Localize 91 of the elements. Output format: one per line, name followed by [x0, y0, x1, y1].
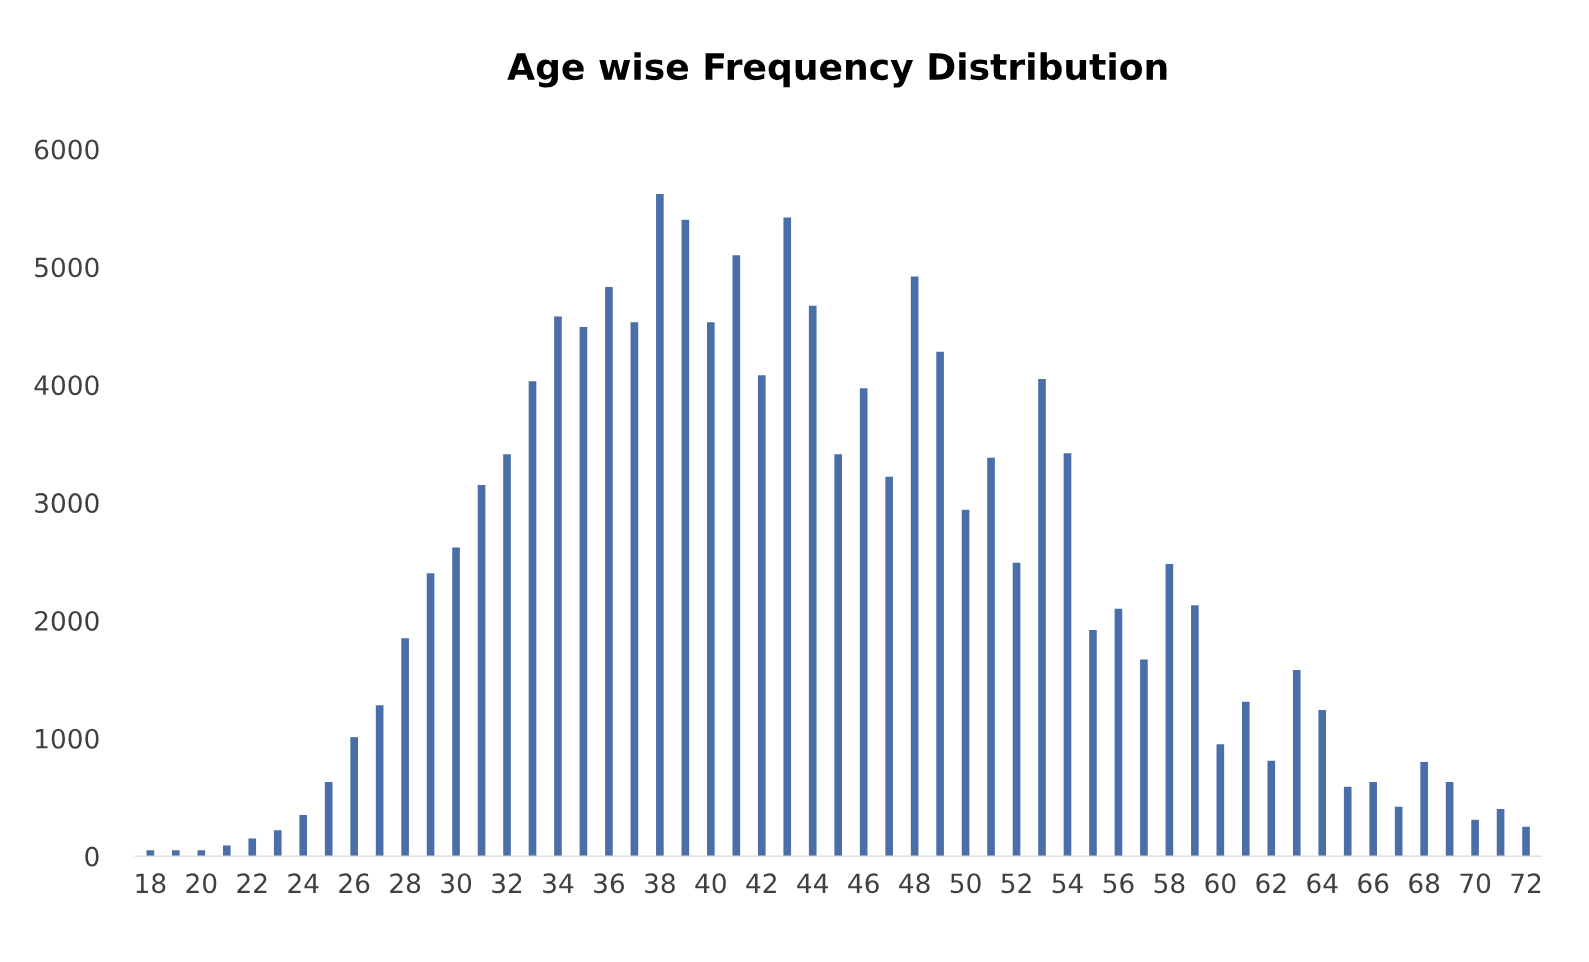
- y-tick-label: 5000: [35, 257, 99, 278]
- x-tick-label: 68: [1409, 873, 1440, 894]
- bar: [681, 219, 690, 857]
- bar: [910, 276, 919, 857]
- y-tick-label: 6000: [35, 139, 99, 160]
- bar: [1496, 809, 1505, 857]
- bar: [1292, 669, 1301, 857]
- bar: [834, 454, 843, 857]
- bar: [1114, 608, 1123, 857]
- y-tick-label: 2000: [35, 610, 99, 631]
- bar: [1089, 629, 1097, 857]
- x-tick-label: 46: [848, 873, 879, 894]
- x-tick-label: 24: [288, 873, 319, 893]
- x-tick-label: 30: [441, 873, 472, 894]
- bar: [961, 509, 970, 857]
- x-tick-label: 72: [1511, 873, 1541, 893]
- x-tick-label: 32: [492, 873, 522, 894]
- bar: [757, 375, 766, 857]
- bar: [656, 193, 664, 857]
- bar: [1394, 806, 1403, 857]
- x-tick-label: 18: [136, 873, 166, 894]
- bar: [859, 388, 868, 857]
- x-tick-label: 28: [390, 873, 421, 894]
- x-tick-label: 64: [1307, 873, 1338, 894]
- y-tick-label: 4000: [34, 375, 99, 396]
- y-tick-label: 1000: [36, 728, 99, 749]
- bar: [477, 484, 486, 857]
- bar: [452, 547, 460, 857]
- x-tick-label: 34: [543, 873, 574, 894]
- bar: [1165, 563, 1174, 857]
- bar: [783, 217, 792, 857]
- x-tick-label: 56: [1103, 873, 1134, 894]
- x-tick-label: 36: [594, 873, 625, 894]
- bar: [1012, 562, 1021, 857]
- x-tick-label: 54: [1052, 873, 1083, 894]
- x-tick-label: 58: [1154, 873, 1185, 894]
- y-tick-label: 0: [85, 846, 99, 867]
- bar: [375, 705, 384, 857]
- bar: [987, 457, 995, 857]
- bar: [936, 351, 944, 857]
- x-tick-label: 44: [797, 873, 829, 893]
- bar: [808, 305, 817, 857]
- x-tick-label: 62: [1256, 873, 1286, 894]
- bar: [350, 737, 358, 857]
- x-tick-label: 22: [237, 873, 267, 893]
- x-tick-label: 66: [1358, 873, 1389, 894]
- bar: [1343, 786, 1352, 857]
- bar: [1267, 760, 1276, 857]
- y-tick-label: 3000: [35, 493, 99, 514]
- bar: [1038, 378, 1046, 857]
- x-tick-label: 48: [899, 873, 930, 894]
- bar: [1471, 819, 1479, 857]
- x-tick-label: 70: [1460, 873, 1491, 894]
- bar: [299, 814, 308, 857]
- bar: [605, 286, 613, 857]
- x-tick-label: 52: [1001, 873, 1031, 894]
- bar: [885, 476, 893, 857]
- bar: [248, 838, 257, 857]
- bar: [1369, 781, 1378, 857]
- bar: [1063, 453, 1072, 857]
- x-tick-label: 40: [695, 873, 726, 894]
- bar: [1140, 659, 1148, 857]
- x-tick-label: 26: [339, 873, 370, 894]
- bar: [503, 454, 511, 857]
- bar: [1445, 781, 1454, 857]
- x-tick-label: 20: [186, 873, 217, 894]
- x-tick-label: 38: [645, 873, 675, 894]
- bar: [426, 573, 435, 857]
- bar: [324, 781, 333, 857]
- bar: [1420, 761, 1428, 857]
- x-tick-label: 60: [1205, 873, 1236, 894]
- bar: [146, 850, 155, 857]
- bar: [1191, 605, 1199, 857]
- x-tick-label: 50: [950, 873, 981, 894]
- bar: [222, 845, 231, 857]
- bar: [172, 850, 180, 857]
- bar: [401, 638, 409, 857]
- bar: [1241, 701, 1250, 857]
- bar: [197, 850, 206, 857]
- bar: [1318, 710, 1327, 857]
- chart-title: Age wise Frequency Distribution: [507, 52, 1167, 88]
- bar: [554, 316, 562, 857]
- bar: [579, 327, 588, 857]
- bar: [1216, 744, 1225, 857]
- bar: [273, 830, 282, 857]
- bar: [630, 322, 639, 857]
- bar: [732, 255, 741, 857]
- x-tick-label: 42: [746, 873, 776, 893]
- bar: [1522, 826, 1530, 857]
- bar: [707, 322, 715, 857]
- bar: [528, 381, 537, 857]
